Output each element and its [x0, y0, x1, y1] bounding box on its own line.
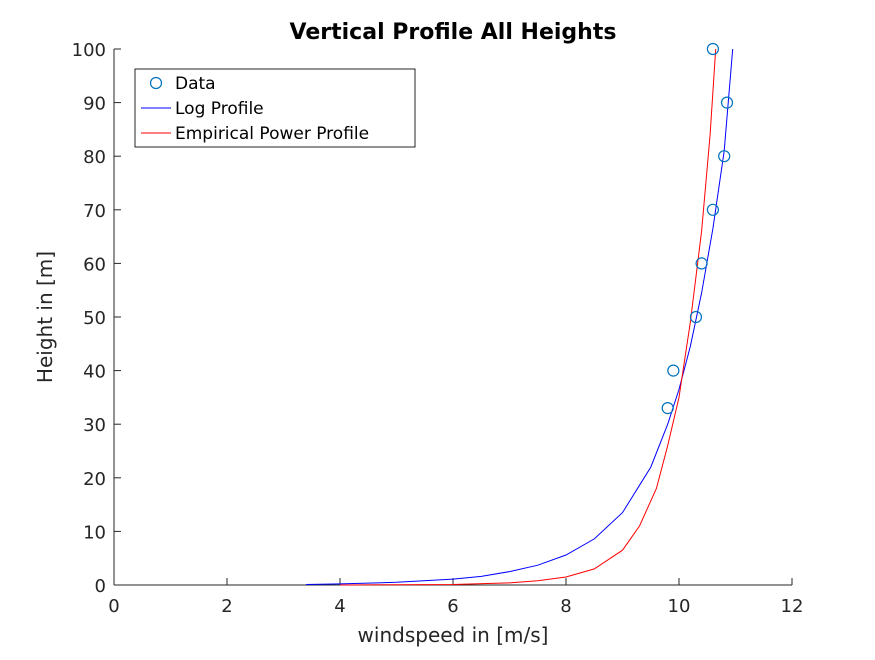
- series-line-empirical-power-profile: [339, 48, 717, 586]
- y-tick-label: 30: [83, 415, 106, 436]
- legend-box: [134, 68, 416, 148]
- y-tick-label: 10: [83, 522, 106, 543]
- data-point: [720, 96, 734, 109]
- chart-title: Vertical Profile All Heights: [290, 20, 617, 45]
- legend: Data Log Profile Empirical Power Profile: [134, 68, 416, 148]
- axes: 0 2 4 6 8 10 12 0 10 20 30 40 50 60 70 80 90 100: [72, 40, 804, 617]
- x-tick-label: 6: [447, 596, 458, 617]
- legend-label: Log Profile: [175, 99, 264, 119]
- series-line-log-profile: [306, 48, 734, 585]
- data-point: [689, 310, 703, 324]
- legend-label: Data: [175, 74, 216, 94]
- y-tick-label: 40: [83, 362, 106, 383]
- x-tick-label: 12: [781, 596, 804, 617]
- y-tick-label: 80: [83, 147, 106, 168]
- plot-lines: [306, 48, 734, 586]
- data-point: [667, 364, 680, 377]
- legend-marker-data: [149, 76, 163, 90]
- data-point: [695, 257, 708, 270]
- x-tick-label: 4: [334, 596, 345, 617]
- x-tick-label: 0: [108, 596, 119, 617]
- y-tick-label: 0: [95, 576, 106, 597]
- x-tick-label: 8: [560, 596, 571, 617]
- y-axis-label: Height in [m]: [33, 251, 57, 383]
- x-tick-label: 10: [668, 596, 691, 617]
- data-point: [661, 402, 674, 415]
- data-point: [706, 42, 720, 56]
- y-tick-label: 100: [72, 40, 106, 61]
- legend-label: Empirical Power Profile: [175, 124, 369, 144]
- y-tick-label: 90: [83, 94, 106, 115]
- y-tick-label: 50: [83, 308, 106, 329]
- x-tick-label: 2: [221, 596, 232, 617]
- y-tick-label: 70: [83, 201, 106, 222]
- data-point: [718, 150, 731, 163]
- plot-markers: [661, 42, 734, 415]
- data-point: [706, 203, 720, 216]
- x-axis-label: windspeed in [m/s]: [358, 623, 549, 647]
- y-tick-label: 60: [83, 254, 106, 275]
- y-tick-label: 20: [83, 469, 106, 490]
